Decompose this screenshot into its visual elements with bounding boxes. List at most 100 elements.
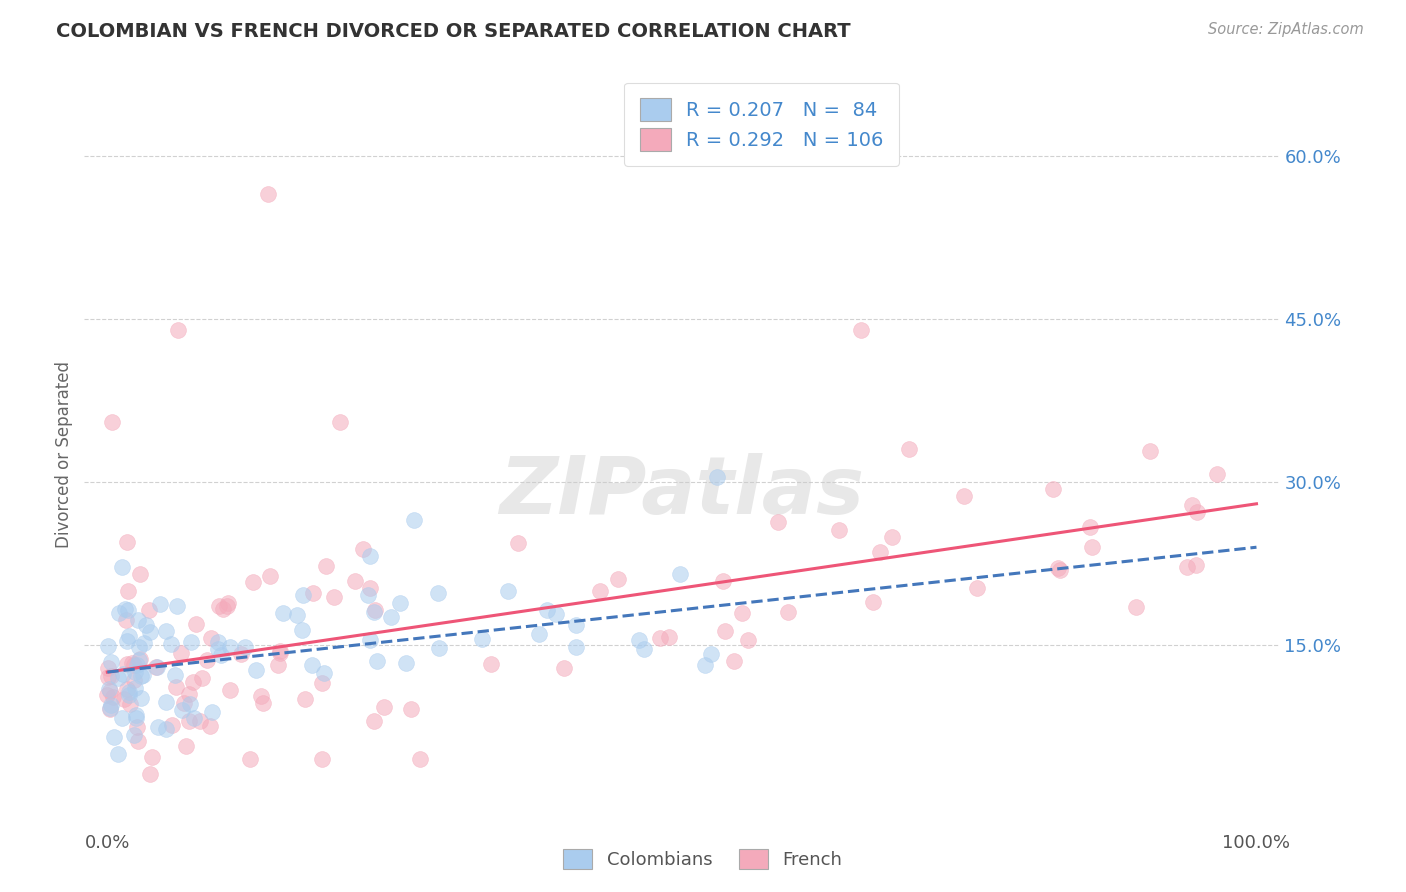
Point [100,655,122,669]
Legend: Colombians, French: Colombians, French [554,839,852,879]
Point [269,646,291,660]
Point [233,640,256,654]
Point [498,584,520,599]
Point [207,635,229,649]
Point [141,749,163,764]
Point [953,489,976,503]
Point [426,586,449,600]
Point [207,599,229,613]
Point [125,720,148,734]
Point [115,657,138,671]
Point [357,588,380,602]
Point [259,569,281,583]
Text: Source: ZipAtlas.com: Source: ZipAtlas.com [1208,22,1364,37]
Point [862,595,884,609]
Legend: R = 0.207   N =  84, R = 0.292   N = 106: R = 0.207 N = 84, R = 0.292 N = 106 [624,82,900,166]
Point [352,542,374,557]
Point [132,635,155,649]
Point [301,657,323,672]
Point [117,603,139,617]
Point [173,696,195,710]
Point [165,680,187,694]
Point [329,415,352,429]
Point [127,658,149,673]
Point [828,523,851,537]
Point [97,681,120,696]
Point [311,676,333,690]
Point [97,661,120,675]
Point [111,667,134,681]
Point [359,549,381,563]
Point [170,646,193,660]
Point [1042,483,1064,497]
Point [107,747,129,761]
Point [160,637,183,651]
Point [553,661,575,675]
Point [1139,444,1161,458]
Point [155,624,177,638]
Point [711,574,734,589]
Point [124,681,146,695]
Point [145,660,167,674]
Point [1205,467,1227,481]
Point [124,657,146,672]
Point [125,711,148,725]
Point [160,718,183,732]
Point [128,652,150,666]
Point [239,752,262,766]
Point [172,703,194,717]
Point [191,671,214,685]
Point [267,657,290,672]
Point [311,752,333,766]
Point [658,630,681,644]
Point [96,688,118,702]
Point [118,629,141,643]
Point [131,669,153,683]
Point [181,674,204,689]
Point [155,695,177,709]
Point [693,657,716,672]
Point [97,670,120,684]
Point [291,588,314,602]
Point [122,673,145,687]
Point [100,701,122,715]
Point [179,687,201,701]
Point [129,690,152,705]
Point [723,654,745,668]
Point [129,567,152,582]
Point [301,586,323,600]
Point [207,641,229,656]
Point [395,656,418,670]
Point [250,689,273,703]
Point [778,606,800,620]
Point [898,442,921,457]
Point [108,606,131,620]
Point [1185,505,1208,519]
Point [731,606,754,620]
Point [146,721,169,735]
Point [138,603,160,617]
Point [98,702,121,716]
Point [252,696,274,710]
Point [294,691,316,706]
Point [138,767,160,781]
Point [124,707,146,722]
Point [200,631,222,645]
Point [388,596,411,610]
Point [869,545,891,559]
Point [163,668,186,682]
Point [200,718,222,732]
Point [271,606,294,620]
Point [174,739,197,753]
Point [217,596,239,610]
Point [101,690,124,704]
Point [219,640,242,654]
Point [117,634,139,648]
Point [117,584,139,599]
Point [269,644,291,658]
Point [1125,599,1147,614]
Point [344,574,367,588]
Point [97,640,120,654]
Point [135,617,157,632]
Point [127,613,149,627]
